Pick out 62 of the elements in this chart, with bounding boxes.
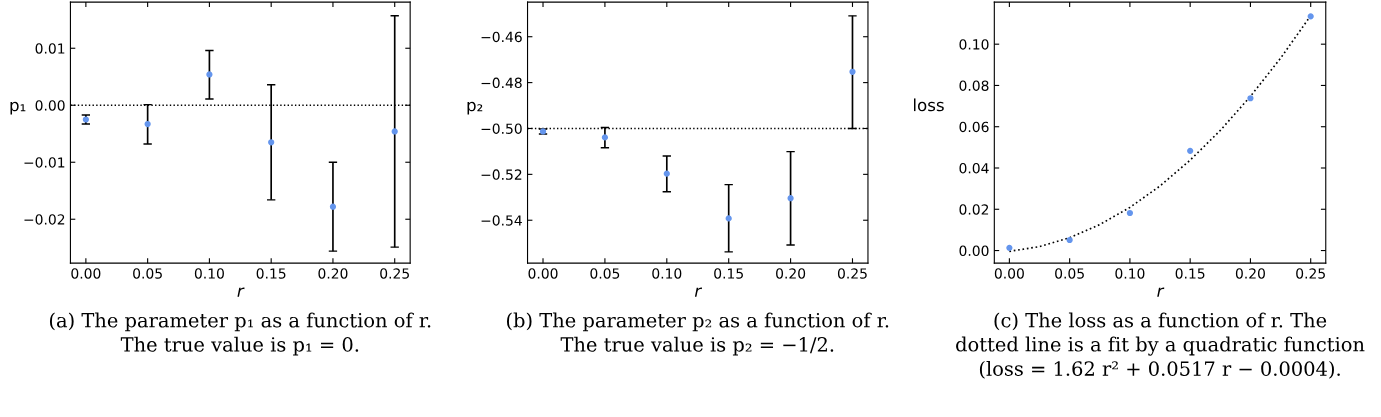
x-tick-label: 0.15	[256, 268, 286, 279]
point	[1006, 244, 1013, 251]
y-tick-label: 0.02	[959, 204, 989, 215]
point	[144, 120, 151, 128]
point	[1187, 147, 1194, 154]
point	[1307, 13, 1314, 20]
x-tick-label: 0.15	[1175, 268, 1205, 279]
y-tick-label: −0.48	[481, 77, 522, 89]
y-tick-label: 0.10	[959, 39, 989, 50]
point	[391, 128, 398, 135]
x-tick-label: 0.05	[1055, 268, 1084, 279]
x-tick-label: 0.00	[71, 268, 101, 279]
point	[1066, 236, 1073, 244]
y-tick-label: 0.08	[959, 80, 989, 91]
text: dotted line is a fit by a quadratic function	[956, 336, 1365, 356]
point	[601, 134, 609, 141]
x-tick-label: 0.25	[380, 268, 409, 279]
x-tick-label: 0.20	[1235, 268, 1265, 279]
text: (b) The parameter p₂ as a function of r.	[506, 312, 889, 332]
text: The true value is p₁ = 0.	[120, 336, 359, 356]
y-axis-title: loss	[913, 98, 944, 112]
y-axis-title: p₂	[467, 101, 483, 115]
point	[725, 215, 732, 222]
y-tick-label: −0.02	[24, 214, 65, 225]
y-tick-label: 0.01	[35, 43, 65, 54]
x-tick-label: 0.10	[652, 268, 682, 279]
text: (a) The parameter p₁ as a function of r.	[49, 312, 431, 332]
y-tick-label: −0.52	[481, 169, 522, 180]
x-tick-label: 0.20	[318, 268, 348, 279]
y-tick-label: 0.00	[959, 245, 989, 257]
point	[663, 170, 670, 177]
x-tick-label: 0.25	[837, 268, 867, 279]
y-tick-label: 0.04	[959, 162, 989, 174]
text: (c) The loss as a function of r. The	[994, 312, 1327, 331]
x-tick-label: 0.20	[776, 268, 806, 279]
x-tick-label: 0.05	[133, 268, 162, 279]
x-axis-title: r	[694, 287, 703, 297]
point	[849, 68, 856, 75]
x-axis-title: r	[1157, 287, 1165, 297]
point	[1247, 95, 1254, 102]
y-tick-label: −0.50	[481, 123, 522, 134]
x-tick-label: 0.00	[528, 268, 558, 279]
point	[329, 203, 337, 210]
x-tick-label: 0.15	[714, 268, 743, 279]
y-axis-title: p₁	[10, 101, 26, 115]
x-axis-title: r	[237, 287, 245, 297]
x-tick-label: 0.05	[590, 268, 620, 279]
point	[268, 139, 275, 146]
x-tick-label: 0.10	[194, 268, 224, 279]
y-tick-label: 0.06	[959, 121, 989, 133]
text: The true value is p₂ = −1/2.	[560, 336, 834, 356]
text: (loss = 1.62 r² + 0.0517 r − 0.0004).	[979, 360, 1340, 379]
point	[1126, 209, 1134, 217]
y-tick-label: 0.00	[35, 100, 65, 111]
x-tick-label: 0.00	[994, 268, 1024, 279]
y-tick-label: −0.46	[481, 31, 522, 43]
y-tick-label: −0.01	[24, 157, 65, 168]
x-tick-label: 0.10	[1115, 268, 1145, 279]
x-tick-label: 0.25	[1296, 268, 1325, 279]
y-tick-label: −0.54	[481, 215, 522, 226]
point	[787, 195, 794, 202]
point	[206, 71, 213, 78]
